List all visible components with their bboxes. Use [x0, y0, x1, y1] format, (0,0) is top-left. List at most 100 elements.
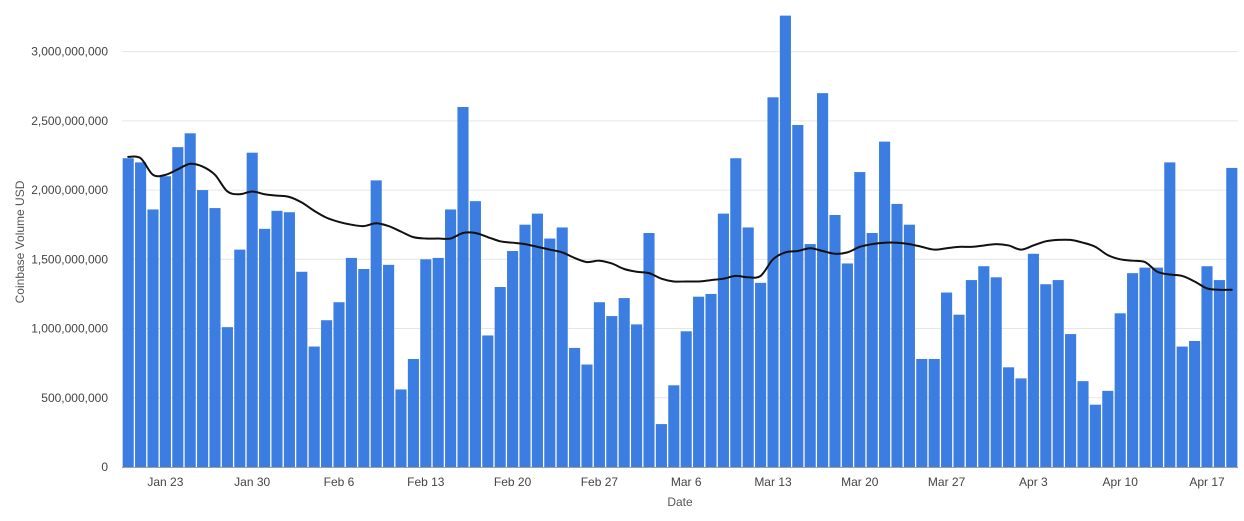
volume-bar [1027, 253, 1039, 467]
volume-bar [345, 257, 357, 467]
volume-bar [1089, 404, 1101, 467]
volume-bar [953, 314, 965, 467]
volume-bar [841, 263, 853, 467]
volume-bar [804, 244, 816, 467]
y-tick-label: 3,000,000,000 [31, 45, 108, 59]
moving-average-line [127, 155, 1233, 291]
volume-bar [730, 158, 742, 468]
volume-bar [569, 347, 581, 467]
volume-bar [593, 302, 605, 467]
volume-bar [1201, 266, 1213, 467]
volume-bar [779, 15, 791, 468]
volume-bar [296, 271, 308, 467]
x-tick-label: Mar 6 [671, 475, 702, 489]
volume-bar [817, 93, 829, 468]
volume-bar [965, 280, 977, 467]
volume-bar [1003, 367, 1015, 467]
x-tick-label: Apr 17 [1189, 475, 1225, 489]
volume-bar [581, 364, 593, 467]
volume-bar [903, 224, 915, 467]
x-tick-label: Mar 13 [754, 475, 792, 489]
volume-bar [755, 282, 767, 467]
volume-bar [1052, 280, 1064, 467]
volume-bar [407, 359, 419, 467]
volume-bar [990, 277, 1002, 467]
volume-bar [271, 210, 283, 467]
volume-bar [978, 266, 990, 467]
volume-bar [1189, 341, 1201, 467]
x-axis-title: Date [667, 495, 693, 509]
volume-bar [234, 249, 246, 467]
x-tick-label: Mar 20 [841, 475, 879, 489]
volume-bar [1077, 381, 1089, 467]
volume-bar [383, 264, 395, 467]
y-axis-title: Coinbase Volume USD [13, 180, 27, 303]
volume-bar [494, 287, 506, 467]
volume-bar [1213, 280, 1225, 467]
volume-bar [333, 302, 345, 467]
volume-bar [507, 251, 519, 467]
volume-bar [643, 233, 655, 467]
volume-bar [1015, 378, 1027, 467]
volume-bar [283, 212, 295, 467]
volume-bar [916, 359, 928, 467]
volume-bar [655, 424, 667, 467]
volume-bar [457, 107, 469, 467]
volume-bar [1040, 284, 1052, 467]
volume-bar [308, 346, 320, 467]
x-tick-label: Feb 20 [494, 475, 532, 489]
y-tick-label: 2,500,000,000 [31, 114, 108, 128]
volume-bar [395, 389, 407, 467]
volume-bar [246, 152, 258, 467]
x-tick-label: Jan 30 [234, 475, 270, 489]
y-tick-label: 500,000,000 [41, 391, 108, 405]
volume-bar [1164, 162, 1176, 467]
volume-bar [1176, 346, 1188, 467]
volume-bar [879, 141, 891, 467]
moving-average-line-group [127, 155, 1233, 291]
volume-bar [135, 162, 147, 467]
volume-bar [1065, 334, 1077, 467]
x-tick-label: Feb 13 [407, 475, 445, 489]
volume-bar [370, 180, 382, 467]
volume-bar [1102, 390, 1114, 467]
volume-bar [209, 208, 221, 467]
volume-bar [321, 320, 333, 467]
volume-bar [618, 298, 630, 467]
volume-bar [159, 176, 171, 468]
volume-bar [445, 209, 457, 467]
x-tick-label: Feb 27 [581, 475, 619, 489]
volume-bar [1226, 167, 1238, 468]
volume-bar [631, 324, 643, 467]
volume-bar [680, 331, 692, 467]
volume-bar [482, 335, 494, 467]
volume-bar [519, 224, 531, 467]
volume-bars [122, 15, 1238, 468]
volume-bar [184, 133, 196, 467]
grid-lines [122, 51, 1238, 399]
volume-bar [792, 125, 804, 467]
volume-bar [122, 158, 134, 468]
volume-bar [693, 296, 705, 467]
volume-bar [717, 213, 729, 467]
x-tick-label: Mar 27 [928, 475, 966, 489]
y-axis-tick-labels: 0 500,000,000 1,000,000,000 1,500,000,000 2,… [31, 45, 108, 474]
volume-bar [891, 203, 903, 468]
volume-bar [606, 316, 618, 467]
volume-bar [941, 292, 953, 467]
x-tick-label: Feb 6 [324, 475, 355, 489]
y-tick-label: 0 [101, 460, 108, 474]
volume-bar [469, 201, 481, 467]
volume-bar [358, 269, 370, 467]
volume-bar [1114, 313, 1126, 467]
volume-bar [544, 238, 556, 467]
x-tick-label: Jan 23 [147, 475, 183, 489]
volume-bar [420, 259, 432, 467]
volume-bar [829, 215, 841, 467]
volume-bar [1151, 267, 1163, 467]
volume-bar [172, 147, 184, 467]
volume-bar [668, 385, 680, 467]
volume-bar [705, 293, 717, 467]
